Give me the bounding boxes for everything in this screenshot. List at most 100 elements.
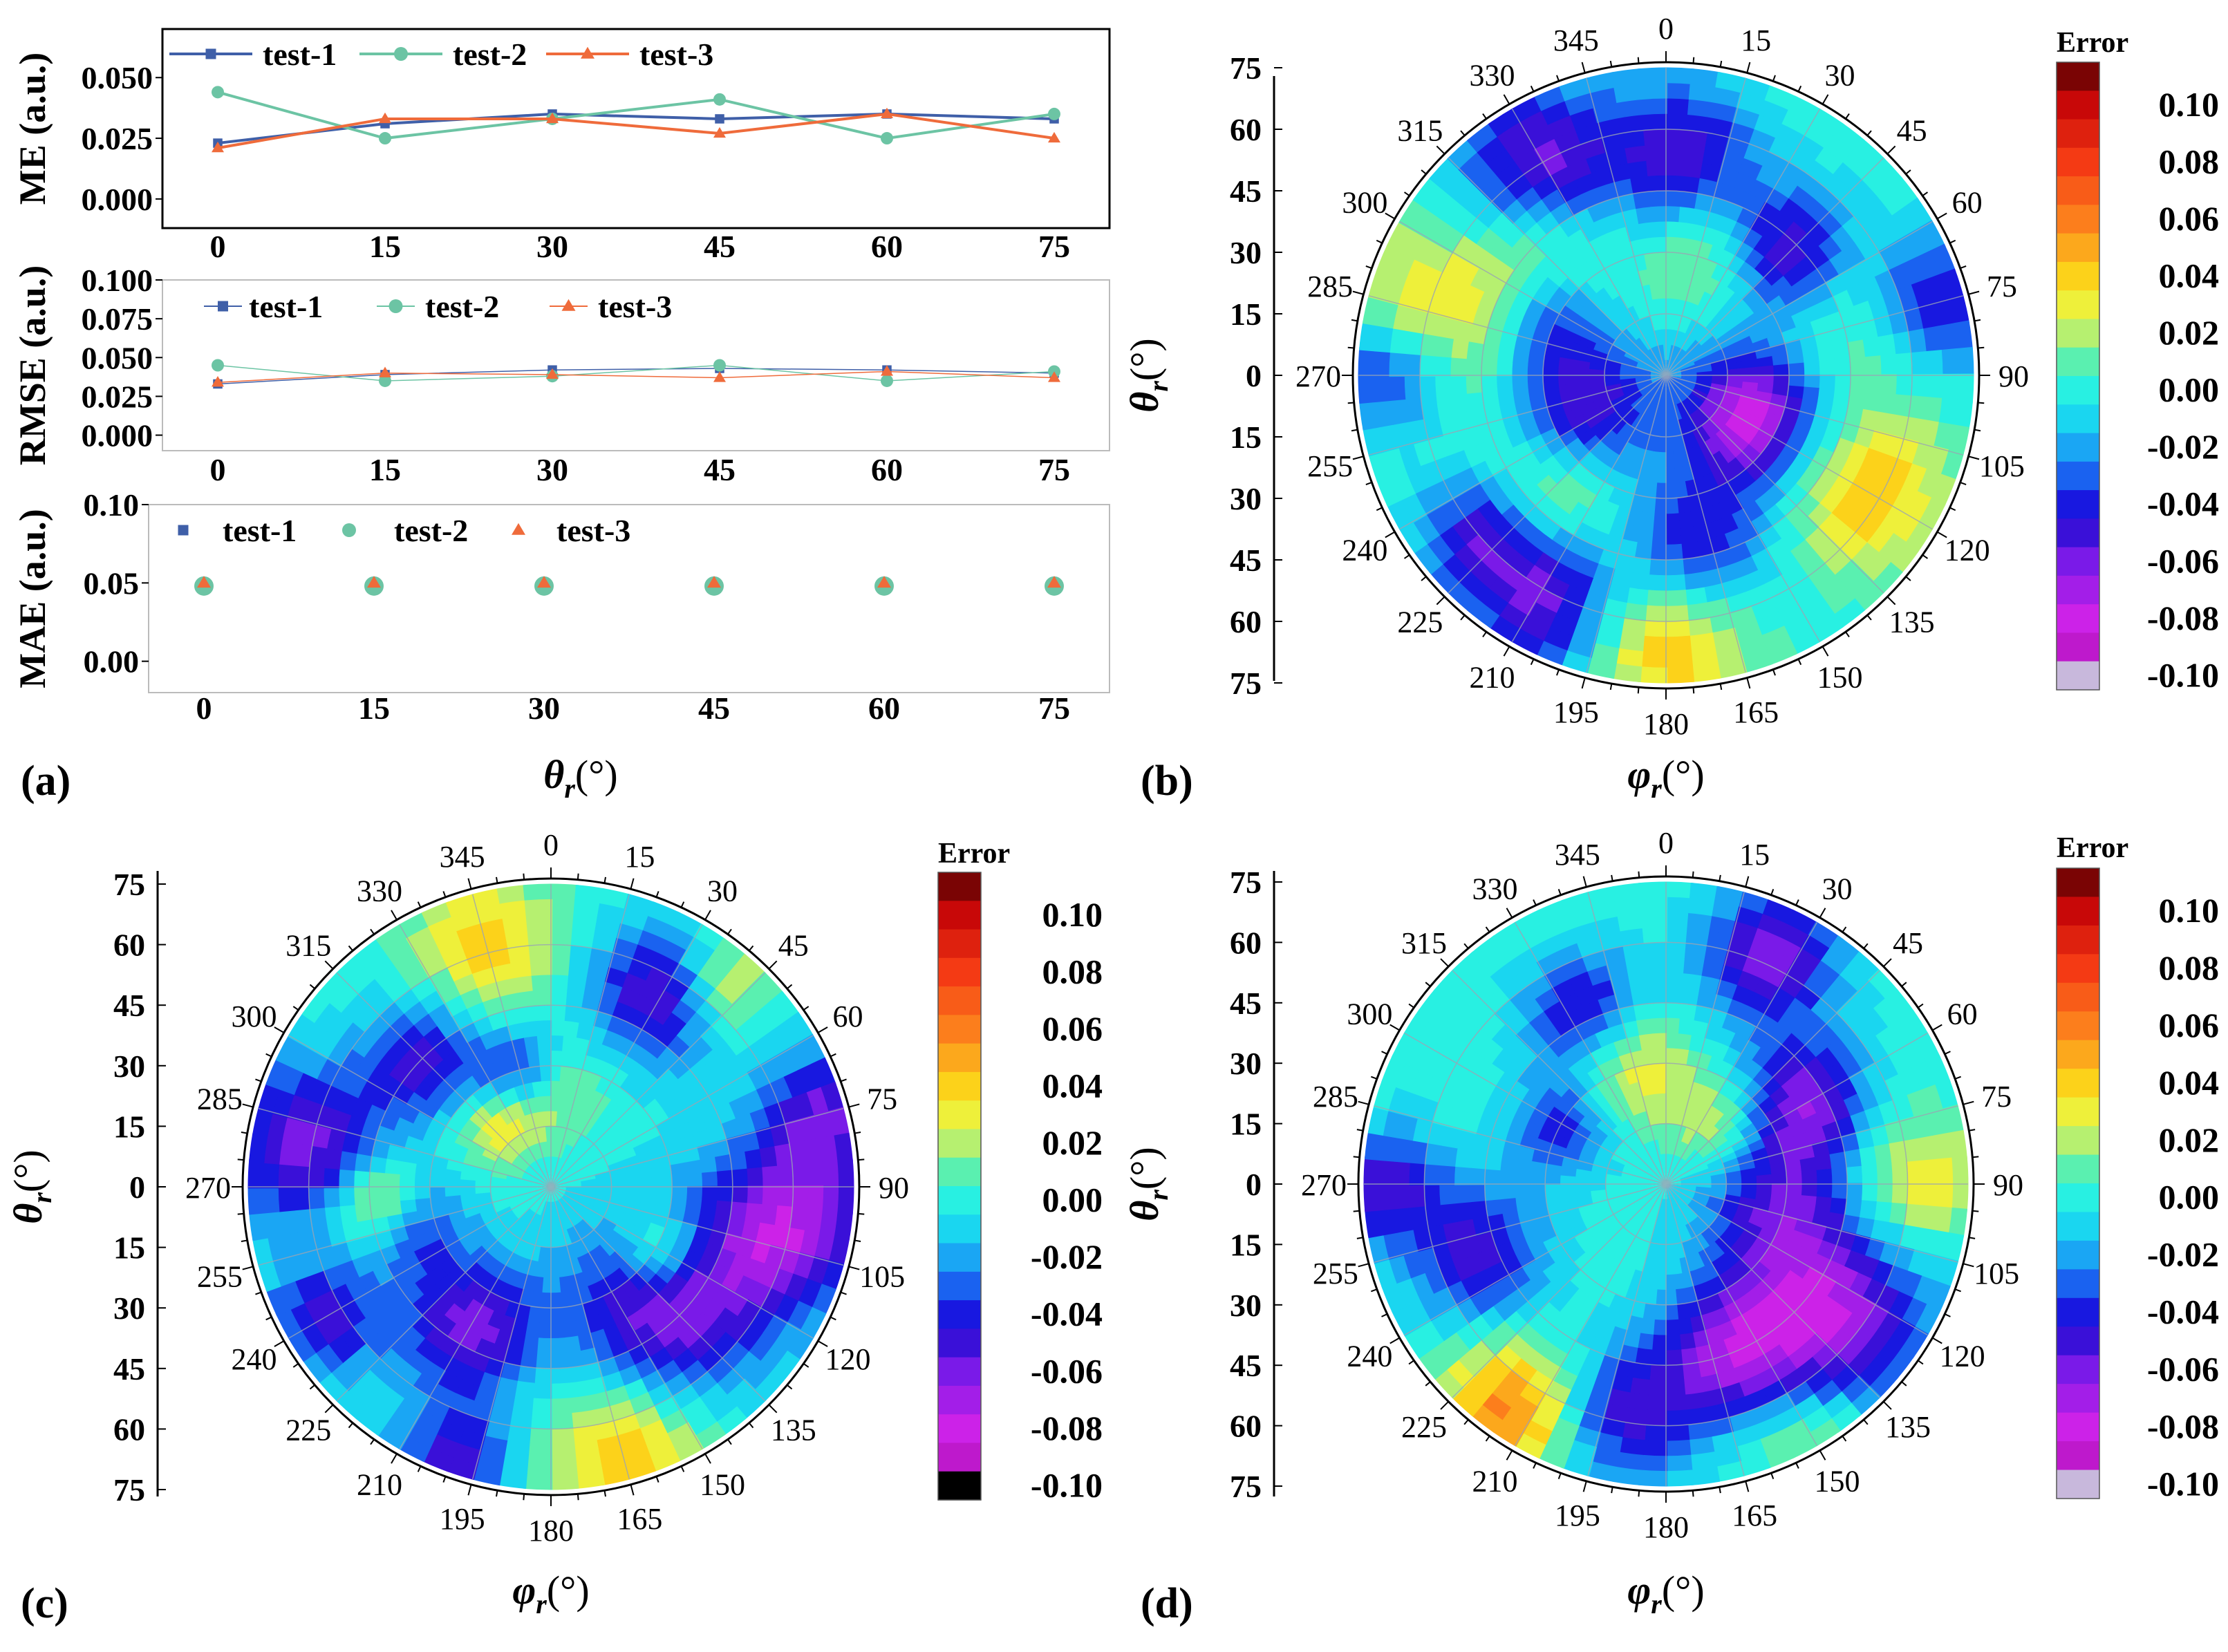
heatmap-cell (1639, 400, 1651, 416)
theta-tick-label: 60 (1230, 112, 1262, 147)
heatmap-cell (354, 1201, 373, 1222)
heatmap-cell (1719, 1382, 1745, 1404)
heatmap-cell (445, 1456, 478, 1481)
heatmap-cell (642, 1231, 662, 1248)
heatmap-cell (1718, 286, 1736, 306)
heatmap-cell (658, 939, 689, 965)
heatmap-cell (1687, 912, 1715, 932)
heatmap-cell (1823, 586, 1855, 616)
heatmap-cell (1373, 348, 1391, 377)
heatmap-cell (1544, 1183, 1561, 1196)
phi-tick (1609, 683, 1613, 691)
heatmap-cell (1689, 882, 1721, 902)
heatmap-cell (1742, 956, 1770, 979)
heatmap-cell (1558, 429, 1578, 447)
heatmap-cell (1584, 657, 1617, 679)
heatmap-cell (570, 1425, 597, 1444)
heatmap-cell (1572, 312, 1591, 330)
heatmap-cell (588, 1152, 604, 1165)
heatmap-cell (247, 1158, 265, 1189)
heatmap-cell (1521, 1418, 1553, 1445)
heatmap-cell (1612, 339, 1629, 353)
grid-spoke (1448, 375, 1667, 594)
heatmap-cell (1592, 1157, 1610, 1169)
heatmap-cell (1615, 401, 1631, 415)
heatmap-cell (1625, 144, 1649, 164)
heatmap-cell (633, 1405, 662, 1429)
heatmap-cell (1461, 1375, 1492, 1405)
heatmap-cell (1373, 373, 1391, 403)
heatmap-cell (526, 1051, 541, 1068)
heatmap-cell (1889, 1141, 1907, 1166)
colorbar-tick-label: 0.10 (2159, 85, 2220, 124)
heatmap-cell (618, 1093, 637, 1113)
heatmap-cell (568, 1210, 581, 1225)
heatmap-cell (1654, 1138, 1661, 1155)
heatmap-cell (1656, 1274, 1667, 1290)
heatmap-cell (550, 989, 570, 1006)
theta-tick-label: 75 (113, 1472, 145, 1508)
heatmap-cell (1956, 346, 1974, 377)
heatmap-cell (1716, 563, 1741, 584)
heatmap-cell (1569, 1221, 1588, 1238)
heatmap-cell (1518, 109, 1551, 137)
heatmap-cell (1604, 1073, 1622, 1093)
heatmap-cell (542, 1262, 552, 1278)
heatmap-cell (1686, 114, 1713, 133)
heatmap-cell (601, 1371, 625, 1393)
heatmap-cell (1391, 1031, 1419, 1064)
heatmap-cell (281, 1114, 303, 1144)
phi-tick-label: 30 (1825, 58, 1855, 92)
heatmap-cell (471, 1068, 492, 1089)
heatmap-cell (1865, 355, 1882, 377)
heatmap-cell (1711, 1178, 1727, 1185)
heatmap-cell (837, 1185, 854, 1215)
x-tick-label: 15 (369, 229, 401, 264)
legend-marker-test-3 (512, 523, 525, 535)
heatmap-cell (1741, 1183, 1757, 1193)
heatmap-cell (451, 1108, 471, 1127)
heatmap-cell (365, 1248, 387, 1271)
heatmap-cell (1566, 1105, 1586, 1124)
heatmap-cell (1611, 1203, 1627, 1215)
heatmap-cell (524, 1194, 539, 1205)
phi-tick (1772, 669, 1776, 676)
heatmap-cell (1451, 391, 1470, 414)
heatmap-cell (1681, 1127, 1692, 1143)
heatmap-cell (1646, 1195, 1658, 1210)
heatmap-cell (1770, 1192, 1787, 1206)
heatmap-cell (1691, 391, 1707, 402)
heatmap-cell (1684, 943, 1710, 961)
colorbar-tick-label: 0.06 (2159, 199, 2220, 238)
heatmap-cell (1697, 490, 1714, 510)
heatmap-cell (432, 1246, 453, 1266)
phi-tick-label: 330 (357, 874, 402, 908)
heatmap-cell (1653, 1047, 1667, 1064)
heatmap-cell (1672, 1258, 1683, 1275)
phi-tick-label: 315 (1397, 113, 1443, 147)
heatmap-cell (1687, 342, 1702, 356)
heatmap-cell (1475, 1116, 1497, 1138)
heatmap-cell (1888, 263, 1913, 292)
heatmap-cell (1677, 1317, 1694, 1335)
heatmap-cell (1643, 1409, 1667, 1427)
heatmap-cell (1799, 335, 1818, 353)
heatmap-cell (604, 1385, 630, 1407)
heatmap-cell (1648, 1196, 1659, 1211)
theta-axis-label: θr(°) (1122, 1147, 1174, 1221)
heatmap-cell (1586, 457, 1605, 477)
plot-frame (148, 504, 1110, 693)
heatmap-cell (1681, 1185, 1697, 1190)
heatmap-cell (1710, 1257, 1728, 1277)
heatmap-cell (1665, 1093, 1675, 1109)
heatmap-cell (1816, 1183, 1833, 1200)
heatmap-cell (1483, 404, 1503, 424)
theta-axis-label: θr(°) (6, 1149, 57, 1224)
heatmap-cell (624, 893, 657, 917)
heatmap-cell (1578, 1115, 1598, 1133)
heatmap-cell (480, 1235, 498, 1252)
heatmap-cell (1710, 383, 1728, 392)
heatmap-cell (706, 1394, 738, 1424)
heatmap-cell (494, 1161, 510, 1172)
heatmap-cell (1598, 330, 1616, 345)
